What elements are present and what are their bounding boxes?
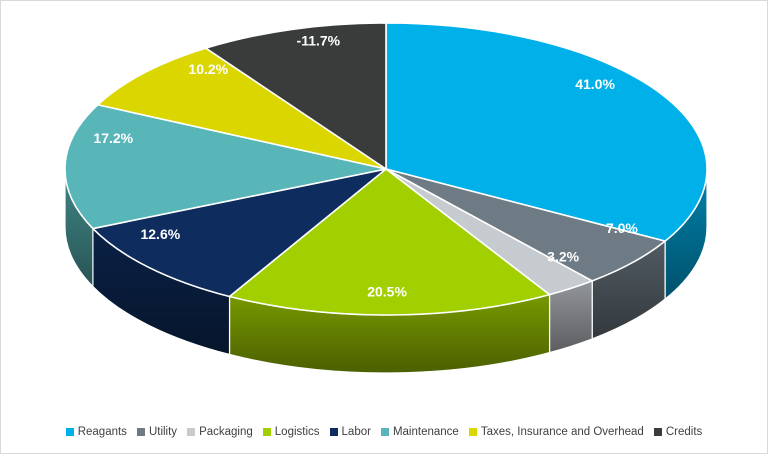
legend-label: Logistics: [274, 426, 320, 438]
legend-label: Labor: [341, 426, 371, 438]
slice-label-logistics: 20.5%: [367, 283, 407, 299]
legend-item-taxes-insurance-and-overhead[interactable]: Taxes, Insurance and Overhead: [468, 426, 644, 438]
legend-item-packaging[interactable]: Packaging: [187, 426, 253, 438]
legend-item-maintenance[interactable]: Maintenance: [380, 426, 459, 438]
legend-item-reagants[interactable]: Reagants: [65, 426, 127, 438]
slice-label-taxes-insurance-and-overhead: 10.2%: [188, 61, 228, 77]
slice-label-utility: 7.0%: [606, 220, 638, 236]
legend-label: Packaging: [199, 426, 253, 438]
legend-marker-credits: [653, 428, 662, 436]
legend-marker-packaging: [187, 428, 196, 436]
slice-label-credits: -11.7%: [297, 32, 341, 48]
legend-label: Maintenance: [392, 426, 459, 438]
chart-legend: Reagants Utility Packaging Logistics Labor Ma…: [1, 426, 767, 438]
slice-label-packaging: 3.2%: [547, 248, 579, 264]
slice-label-reagants: 41.0%: [575, 76, 615, 92]
pie-tops-layer: [64, 22, 708, 316]
pie-slice-maintenance[interactable]: [64, 103, 387, 230]
legend-label: Reagants: [77, 426, 127, 438]
legend-label: Utility: [148, 426, 178, 438]
legend-marker-reagants: [65, 428, 74, 436]
legend-label: Taxes, Insurance and Overhead: [480, 426, 644, 438]
pie-slice-credits[interactable]: [205, 22, 387, 170]
legend-marker-taxes-insurance-and-overhead: [468, 428, 477, 436]
pie-slice-taxes-insurance-and-overhead[interactable]: [96, 47, 387, 170]
pie-walls-layer: [64, 168, 708, 374]
pie-slice-reagants[interactable]: [385, 22, 708, 242]
legend-marker-logistics: [262, 428, 271, 436]
legend-item-utility[interactable]: Utility: [136, 426, 178, 438]
legend-label: Credits: [665, 426, 703, 438]
legend-item-labor[interactable]: Labor: [329, 426, 371, 438]
legend-marker-utility: [136, 428, 145, 436]
slice-label-maintenance: 17.2%: [93, 130, 133, 146]
legend-item-credits[interactable]: Credits: [653, 426, 703, 438]
pie-labels-layer: 41.0% 7.0% 3.2% 20.5% 12.6% 17.2% 10.2% -11.7%: [93, 32, 638, 299]
slice-label-labor: 12.6%: [140, 226, 180, 242]
legend-marker-labor: [329, 428, 338, 436]
legend-item-logistics[interactable]: Logistics: [262, 426, 320, 438]
pie-3d-chart: 41.0% 7.0% 3.2% 20.5% 12.6% 17.2% 10.2% -11.7%: [64, 22, 708, 374]
pie-slice-labor[interactable]: [92, 168, 387, 298]
legend-marker-maintenance: [380, 428, 389, 436]
pie-slice-logistics[interactable]: [228, 168, 551, 316]
